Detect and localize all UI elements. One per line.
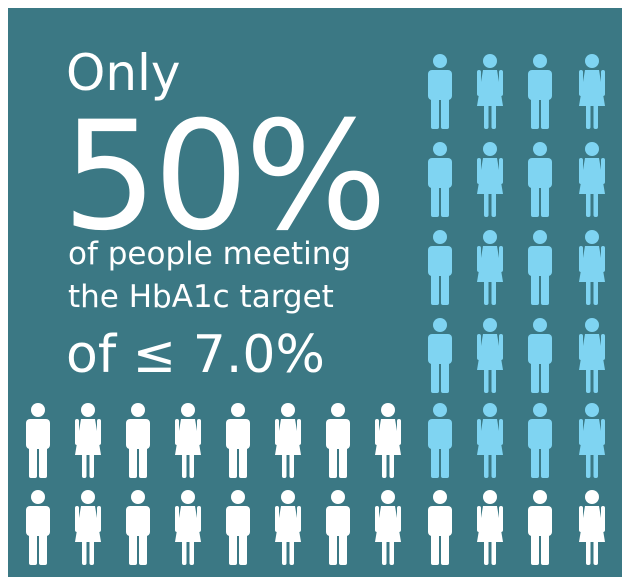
lead-text: Only [66, 44, 181, 102]
background [8, 8, 622, 577]
caption-line: the HbA1c target [68, 279, 334, 315]
caption-line: of people meeting [68, 236, 351, 272]
figure-text: 50% [62, 90, 383, 264]
threshold-text: of ≤ 7.0% [66, 325, 325, 385]
